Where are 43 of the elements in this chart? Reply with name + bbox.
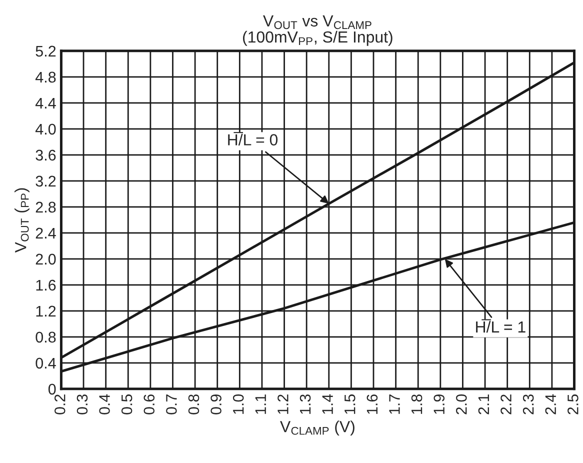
x-tick-label: 1.5 <box>344 394 356 414</box>
x-tick-label: 1.0 <box>232 394 244 414</box>
x-tick-label: 2.2 <box>500 394 512 414</box>
x-tick-label: 1.4 <box>322 394 333 414</box>
y-tick-label: 3.2 <box>36 176 56 187</box>
x-tick-label: 2.5 <box>568 394 578 414</box>
y-tick-label: 0 <box>48 384 56 395</box>
y-tick-label: 1.2 <box>36 306 56 316</box>
x-tick-label: 0.4 <box>99 394 110 414</box>
y-tick-label: 2.0 <box>36 254 56 265</box>
y-tick-label: 1.6 <box>36 280 56 291</box>
x-tick-label: 1.6 <box>366 394 378 414</box>
x-tick-label: 0.6 <box>144 394 155 414</box>
x-tick-label: 1.1 <box>255 394 266 414</box>
y-tick-label: 4.8 <box>35 72 56 83</box>
x-tick-label: 0.7 <box>166 394 177 414</box>
chart-title: V$_{OUT}$ vs V$_{CLAMP}$ (100mV$_{PP}$, S/E Input) <box>243 15 392 46</box>
x-tick-label: 1.8 <box>411 394 422 414</box>
x-tick-label: 1.9 <box>434 394 445 414</box>
x-tick-label: 0.3 <box>76 394 88 414</box>
y-tick-label: 5.2 <box>36 46 56 57</box>
y-tick-label: 3.6 <box>36 150 56 161</box>
y-tick-label: 0.4 <box>36 358 56 369</box>
y-tick-label: 2.4 <box>36 228 56 238</box>
x-tick-label: 0.5 <box>121 394 132 414</box>
annotation: H̅/L = 1 <box>476 319 526 333</box>
y-tick-label: 2.8 <box>36 202 56 213</box>
x-tick-label: 1.2 <box>278 394 288 414</box>
x-tick-label: 2.1 <box>478 394 489 414</box>
x-tick-label: 0.2 <box>54 394 66 414</box>
x-tick-label: 2.0 <box>456 394 467 414</box>
x-tick-label: 2.4 <box>545 394 556 414</box>
y-tick-label: 4.4 <box>35 98 56 108</box>
x-tick-label: 1.3 <box>300 394 311 414</box>
annotation: H̅/L = 0 <box>228 132 278 146</box>
x-tick-label: 0.8 <box>188 394 200 414</box>
x-axis-title: V$_{CLAMP}$ (V) <box>280 420 354 436</box>
x-tick-label: 2.3 <box>522 394 534 414</box>
y-tick-label: 0.8 <box>36 332 56 343</box>
x-tick-label: 0.9 <box>210 394 222 414</box>
y-axis-title: V$_{OUT}$ ($_{PP}$) <box>14 188 30 253</box>
x-tick-label: 1.7 <box>389 394 400 414</box>
y-tick-label: 4.0 <box>35 124 56 135</box>
